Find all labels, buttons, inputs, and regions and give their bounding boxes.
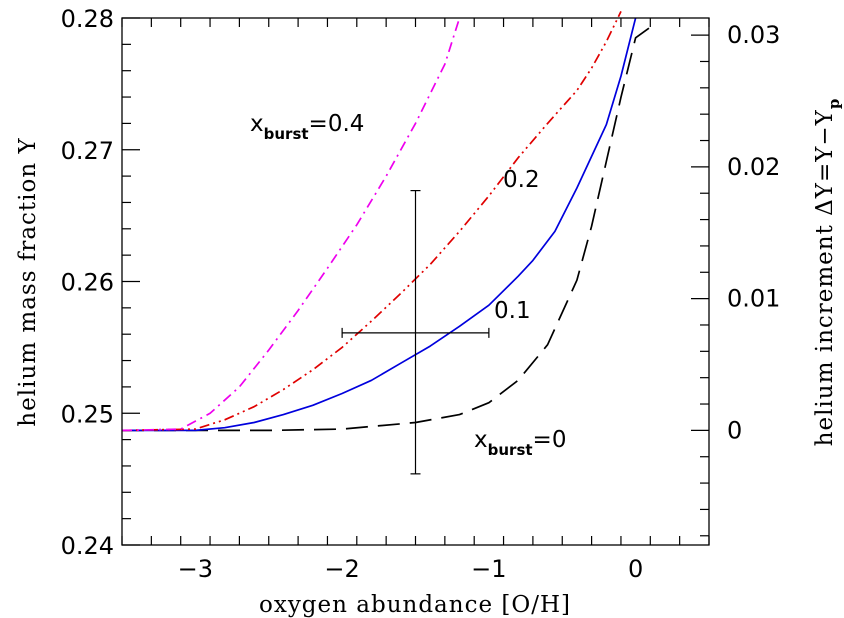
error-bar [341, 189, 490, 475]
annotation-02: 0.2 [503, 167, 540, 193]
tick-marks [121, 17, 710, 546]
x-tick-label: −2 [324, 555, 359, 583]
annotation-01: 0.1 [494, 298, 531, 324]
y2-axis-title-main: helium increment ΔY=Y−Y [812, 109, 838, 446]
annotation-xburst-0: xburst=0 [474, 427, 566, 459]
series-xburst-0.1 [122, 17, 637, 432]
series-xburst-0.2 [121, 11, 622, 432]
y-tick-label: 0.26 [61, 269, 114, 297]
y-axis-title: helium mass fraction Y [15, 137, 41, 426]
x-axis-title: oxygen abundance [O/H] [259, 592, 571, 618]
x-tick-label: 0 [628, 555, 643, 583]
y2-axis-title-sub: p [825, 98, 843, 110]
y2-tick-label: 0 [727, 416, 742, 444]
y-tick-label: 0.28 [61, 5, 114, 33]
y2-axis-title: helium increment ΔY=Y−Yp [812, 98, 843, 447]
x-tick-label: −1 [471, 555, 506, 583]
y-tick-label: 0.24 [61, 532, 114, 560]
series-xburst-0 [122, 26, 651, 432]
series-xburst-0.4 [121, 17, 461, 432]
x-tick-label: −3 [178, 555, 213, 583]
y2-tick-label: 0.03 [727, 21, 780, 49]
plot-frame [121, 17, 710, 546]
annotation-xburst-04: xburst=0.4 [250, 111, 364, 143]
y2-tick-label: 0.01 [727, 285, 780, 313]
y-tick-label: 0.27 [61, 137, 114, 165]
y-tick-label: 0.25 [61, 400, 114, 428]
series-lines [121, 11, 651, 432]
y2-tick-label: 0.02 [727, 153, 780, 181]
tick-labels: −3 −2 −1 0 0.24 0.25 0.26 0.27 0.28 0 0.01 0.02 0.03 [61, 5, 781, 583]
